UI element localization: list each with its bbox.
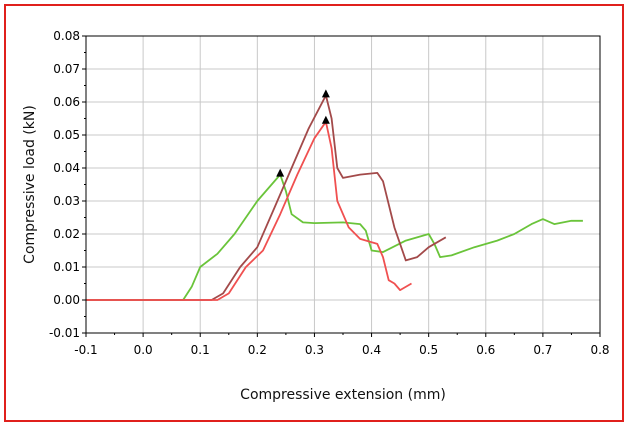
x-tick-label: 0.1 bbox=[191, 343, 210, 357]
y-tick-label: 0.04 bbox=[53, 161, 80, 175]
x-tick-label: 0.8 bbox=[590, 343, 609, 357]
load-extension-chart: -0.1 0.0 0.1 0.2 0.3 0.4 0.5 0.6 0.7 0.8 -0.01 0.0… bbox=[22, 29, 610, 403]
y-tick-label: 0.00 bbox=[53, 293, 80, 307]
grid bbox=[86, 36, 600, 333]
y-tick-label: 0.01 bbox=[53, 260, 80, 274]
x-tick-label: 0.6 bbox=[476, 343, 495, 357]
axes bbox=[82, 35, 601, 337]
x-tick-label: 0.3 bbox=[305, 343, 324, 357]
y-tick-label: 0.07 bbox=[53, 62, 80, 76]
y-tick-label: 0.08 bbox=[53, 29, 80, 43]
x-tick-label: 0.0 bbox=[134, 343, 153, 357]
y-tick-label: 0.06 bbox=[53, 95, 80, 109]
y-tick-label: -0.01 bbox=[49, 326, 80, 340]
x-tick-label: 0.5 bbox=[419, 343, 438, 357]
x-axis-label: Compressive extension (mm) bbox=[240, 387, 446, 403]
x-tick-label: -0.1 bbox=[74, 343, 97, 357]
series-line-2 bbox=[86, 94, 447, 301]
figure-frame: -0.1 0.0 0.1 0.2 0.3 0.4 0.5 0.6 0.7 0.8 -0.01 0.0… bbox=[4, 4, 624, 422]
y-tick-labels: -0.01 0.00 0.01 0.02 0.03 0.04 0.05 0.06 0.07 0.0… bbox=[49, 29, 80, 340]
series-line-1 bbox=[86, 173, 583, 301]
y-tick-label: 0.05 bbox=[53, 128, 80, 142]
series-line-3 bbox=[86, 120, 412, 301]
y-tick-label: 0.02 bbox=[53, 227, 80, 241]
peak-marker-2 bbox=[321, 89, 330, 98]
x-tick-label: 0.7 bbox=[533, 343, 552, 357]
x-tick-label: 0.4 bbox=[362, 343, 381, 357]
peak-markers bbox=[276, 89, 330, 177]
peak-marker-1 bbox=[276, 168, 285, 177]
y-tick-label: 0.03 bbox=[53, 194, 80, 208]
x-tick-labels: -0.1 0.0 0.1 0.2 0.3 0.4 0.5 0.6 0.7 0.8 bbox=[74, 343, 609, 357]
series-lines bbox=[86, 94, 583, 301]
x-tick-label: 0.2 bbox=[248, 343, 267, 357]
plot-border bbox=[85, 35, 601, 334]
peak-marker-3 bbox=[321, 115, 330, 124]
y-axis-label: Compressive load (kN) bbox=[22, 105, 38, 264]
